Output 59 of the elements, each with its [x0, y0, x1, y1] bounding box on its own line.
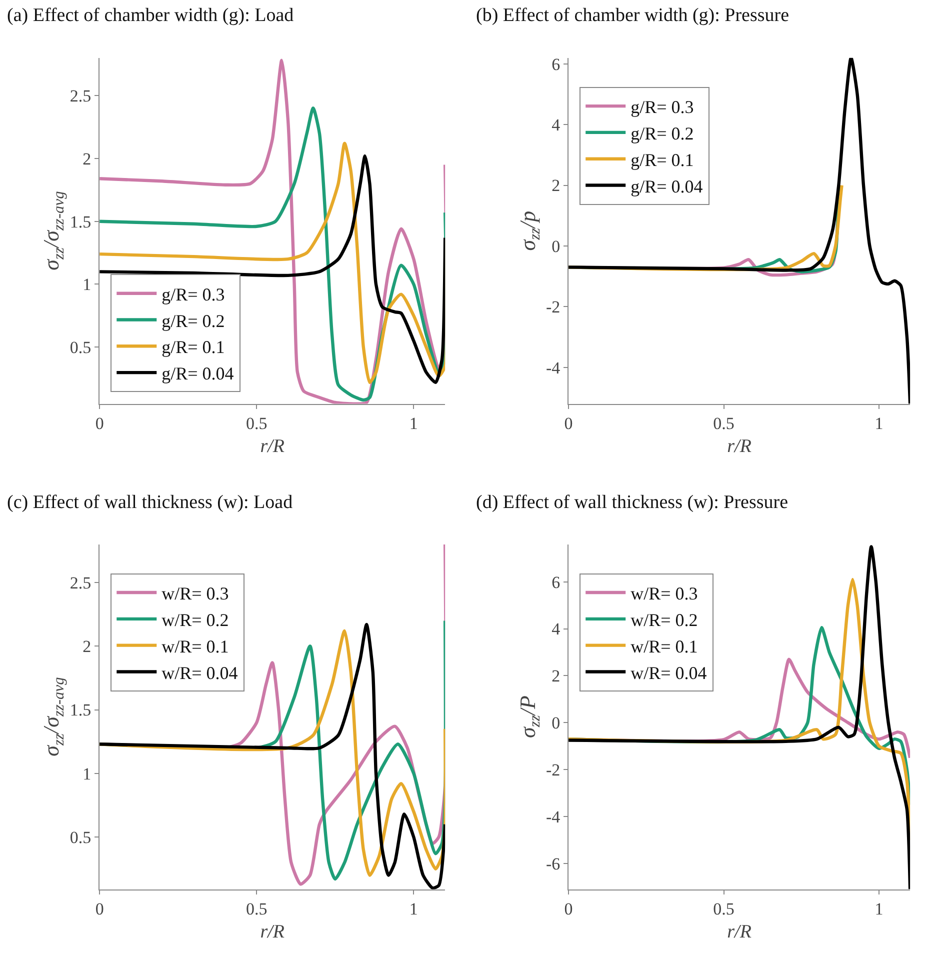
y-tick-label: -4 [546, 807, 561, 826]
legend-label: w/R= 0.1 [630, 636, 698, 656]
x-tick-label: 1 [874, 414, 884, 434]
y-tick-label: 2 [552, 176, 560, 196]
legend-label: g/R= 0.3 [630, 97, 694, 118]
y-tick-label: 4 [552, 620, 561, 639]
chart-title: (b) Effect of chamber width (g): Pressure [476, 5, 790, 26]
x-tick-label: 1 [874, 900, 884, 919]
legend-label: g/R= 0.04 [162, 364, 234, 384]
y-tick-label: 2 [552, 666, 560, 686]
legend-label: g/R= 0.1 [162, 337, 225, 358]
legend-label: w/R= 0.04 [630, 662, 707, 683]
y-tick-label: -2 [546, 760, 560, 780]
y-tick-label: 1.5 [70, 700, 92, 720]
y-tick-label: -4 [546, 358, 561, 378]
chart-title: (d) Effect of wall thickness (w): Pressure [476, 492, 788, 513]
x-axis-title: r/R [260, 921, 285, 942]
x-tick-label: 0 [95, 900, 104, 919]
x-axis-title: r/R [727, 436, 752, 457]
y-tick-label: 0.5 [70, 828, 92, 848]
x-tick-label: 0.5 [246, 900, 268, 919]
legend-label: w/R= 0.2 [162, 610, 229, 630]
legend-label: w/R= 0.1 [162, 636, 229, 656]
x-tick-label: 0 [564, 414, 573, 434]
x-tick-label: 1 [409, 900, 418, 919]
x-tick-label: 0.5 [713, 414, 734, 434]
y-tick-label: 4 [552, 116, 561, 135]
chart-title: (a) Effect of chamber width (g): Load [7, 5, 294, 26]
y-tick-label: -2 [546, 298, 560, 317]
y-tick-label: 2.5 [70, 86, 92, 106]
y-tick-label: 1 [82, 275, 92, 294]
y-tick-label: 2.5 [70, 573, 92, 592]
legend-label: g/R= 0.04 [630, 176, 703, 196]
x-tick-label: 0.5 [713, 900, 734, 919]
y-tick-label: 1.5 [70, 212, 92, 232]
legend-label: g/R= 0.2 [162, 310, 225, 331]
x-axis-title: r/R [727, 921, 752, 942]
y-tick-label: 0.5 [70, 338, 92, 358]
legend-label: w/R= 0.2 [630, 610, 698, 630]
x-tick-label: 0 [564, 900, 573, 919]
legend-label: g/R= 0.3 [162, 284, 225, 304]
y-tick-label: 0 [552, 714, 560, 733]
chart-title: (c) Effect of wall thickness (w): Load [7, 492, 294, 513]
y-tick-label: 0 [552, 236, 560, 256]
legend-label: w/R= 0.04 [162, 662, 238, 683]
y-tick-label: -6 [546, 854, 560, 874]
x-tick-label: 0 [95, 414, 104, 434]
x-tick-label: 1 [409, 414, 418, 434]
y-tick-label: 2 [82, 637, 92, 656]
y-tick-label: 6 [552, 54, 560, 74]
y-tick-label: 1 [82, 764, 92, 784]
legend-label: g/R= 0.1 [630, 150, 694, 170]
x-tick-label: 0.5 [246, 414, 268, 434]
legend-label: w/R= 0.3 [162, 584, 229, 604]
y-tick-label: 6 [552, 572, 560, 592]
legend-label: g/R= 0.2 [630, 123, 694, 144]
x-axis-title: r/R [260, 436, 285, 457]
y-tick-label: 2 [82, 149, 92, 168]
legend-label: w/R= 0.3 [630, 584, 698, 604]
